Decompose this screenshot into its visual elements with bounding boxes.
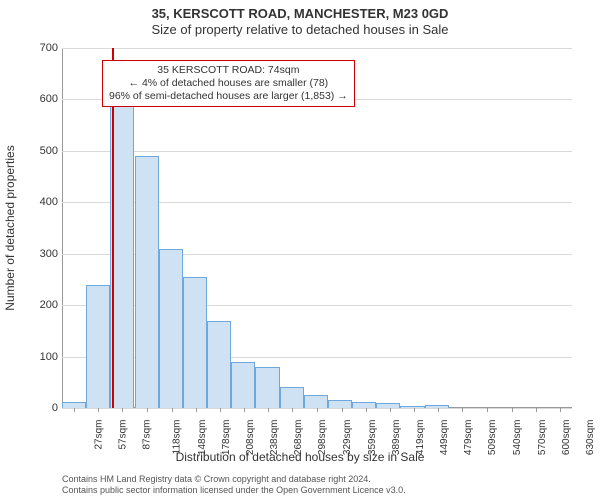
histogram-bar	[328, 400, 352, 408]
y-axis-title: Number of detached properties	[3, 145, 17, 310]
credits-line-1: Contains HM Land Registry data © Crown c…	[62, 474, 406, 485]
y-tick-label: 0	[18, 402, 58, 414]
histogram-bar	[159, 249, 183, 408]
x-tick-mark	[342, 408, 343, 412]
x-tick-mark	[366, 408, 367, 412]
x-tick-mark	[268, 408, 269, 412]
annotation-line: 96% of semi-detached houses are larger (…	[109, 90, 348, 103]
x-tick-mark	[512, 408, 513, 412]
histogram-bar	[231, 362, 255, 408]
histogram-bar	[86, 285, 110, 408]
x-tick-mark	[390, 408, 391, 412]
gridline	[62, 48, 572, 49]
histogram-bar	[280, 387, 304, 408]
histogram-bar	[352, 402, 376, 408]
y-tick-label: 600	[18, 93, 58, 105]
histogram-bar	[400, 406, 424, 408]
x-tick-mark	[560, 408, 561, 412]
histogram-bar	[135, 156, 159, 408]
annotation-box: 35 KERSCOTT ROAD: 74sqm← 4% of detached …	[102, 60, 355, 107]
histogram-bar	[207, 321, 231, 408]
x-tick-mark	[122, 408, 123, 412]
y-tick-label: 400	[18, 196, 58, 208]
x-tick-mark	[244, 408, 245, 412]
histogram-bar	[304, 395, 328, 408]
y-axis-line	[62, 48, 63, 408]
histogram-bar	[110, 105, 134, 408]
x-tick-mark	[536, 408, 537, 412]
title-address: 35, KERSCOTT ROAD, MANCHESTER, M23 0GD	[0, 6, 600, 22]
histogram-bar	[183, 277, 207, 408]
histogram-bar	[376, 403, 400, 408]
y-tick-label: 100	[18, 351, 58, 363]
x-tick-mark	[147, 408, 148, 412]
x-tick-mark	[74, 408, 75, 412]
histogram-bar	[425, 405, 449, 408]
chart-figure: 35, KERSCOTT ROAD, MANCHESTER, M23 0GD S…	[0, 0, 600, 500]
x-tick-mark	[98, 408, 99, 412]
gridline	[62, 151, 572, 152]
x-tick-mark	[462, 408, 463, 412]
x-tick-mark	[487, 408, 488, 412]
credits-line-2: Contains public sector information licen…	[62, 485, 406, 496]
x-tick-mark	[317, 408, 318, 412]
credits-block: Contains HM Land Registry data © Crown c…	[62, 474, 406, 497]
y-tick-label: 200	[18, 299, 58, 311]
x-axis-title: Distribution of detached houses by size …	[0, 450, 600, 464]
x-tick-mark	[438, 408, 439, 412]
annotation-line: 35 KERSCOTT ROAD: 74sqm	[109, 64, 348, 77]
x-tick-label: 57sqm	[118, 420, 129, 450]
histogram-bar	[255, 367, 279, 408]
x-tick-mark	[292, 408, 293, 412]
y-tick-label: 700	[18, 42, 58, 54]
x-tick-label: 87sqm	[142, 420, 153, 450]
y-tick-label: 300	[18, 248, 58, 260]
title-block: 35, KERSCOTT ROAD, MANCHESTER, M23 0GD S…	[0, 0, 600, 39]
x-tick-mark	[196, 408, 197, 412]
y-tick-label: 500	[18, 145, 58, 157]
x-tick-label: 27sqm	[94, 420, 105, 450]
x-tick-mark	[220, 408, 221, 412]
annotation-line: ← 4% of detached houses are smaller (78)	[109, 77, 348, 90]
x-tick-mark	[414, 408, 415, 412]
x-tick-mark	[172, 408, 173, 412]
title-subtitle: Size of property relative to detached ho…	[0, 22, 600, 38]
